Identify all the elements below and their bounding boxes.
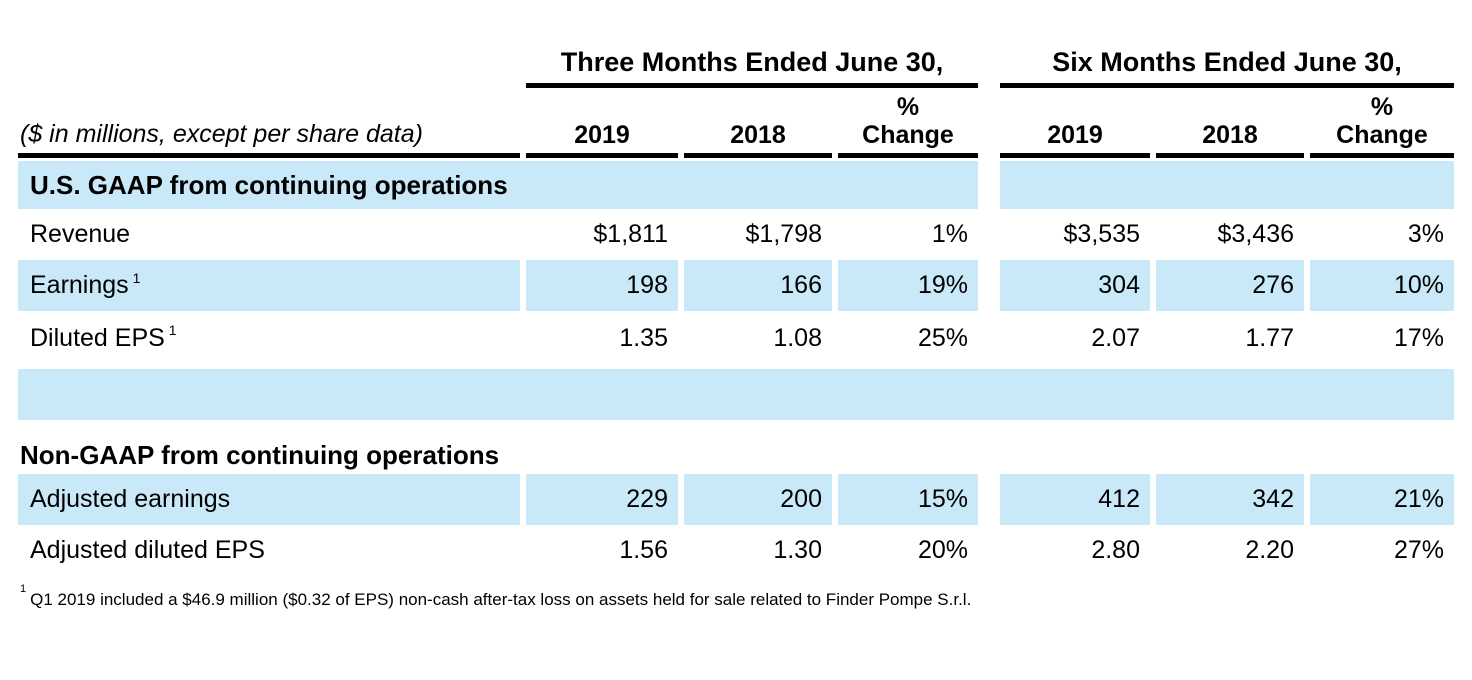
us-gaap-section-shade-right bbox=[1000, 161, 1454, 209]
value-3mo-2018: 1.30 bbox=[773, 536, 822, 564]
table-row-adjusted-diluted-eps: Adjusted diluted EPS 1.56 1.30 20% 2.80 … bbox=[18, 525, 1454, 576]
period-group-header-row: Three Months Ended June 30, Six Months E… bbox=[18, 46, 1454, 88]
value-6mo-pct: 3% bbox=[1407, 220, 1444, 248]
table-row-diluted-eps: Diluted EPS 1 1.35 1.08 25% 2.07 1.77 17% bbox=[18, 311, 1454, 365]
group-gap bbox=[984, 88, 994, 158]
row-label: Adjusted diluted EPS bbox=[30, 536, 265, 564]
table-row-adjusted-earnings: Adjusted earnings 229 200 15% 412 342 21… bbox=[18, 474, 1454, 525]
spacer-row bbox=[18, 369, 1454, 420]
value-6mo-2018: 276 bbox=[1156, 260, 1304, 311]
units-note: ($ in millions, except per share data) bbox=[18, 88, 520, 158]
value-6mo-2019: 412 bbox=[1000, 474, 1150, 525]
col-header-6mo-pct-change: % Change bbox=[1310, 88, 1454, 158]
us-gaap-section-row: U.S. GAAP from continuing operations bbox=[18, 161, 1454, 209]
value-6mo-pct: 17% bbox=[1393, 323, 1444, 352]
value-3mo-2019: 1.35 bbox=[619, 323, 668, 352]
group-gap bbox=[984, 311, 994, 365]
value-3mo-2018: 166 bbox=[684, 260, 832, 311]
col-header-3mo-2019: 2019 bbox=[526, 88, 678, 158]
pct-word: Change bbox=[862, 121, 954, 149]
table-row-revenue: Revenue $1,811 $1,798 1% $3,535 $3,436 3… bbox=[18, 209, 1454, 260]
value-6mo-2019: 2.80 bbox=[1091, 536, 1140, 564]
column-header-row: ($ in millions, except per share data) 2… bbox=[18, 88, 1454, 158]
value-3mo-pct: 19% bbox=[838, 260, 978, 311]
pct-word: Change bbox=[1336, 121, 1428, 149]
value-6mo-2018: 1.77 bbox=[1245, 323, 1294, 352]
financial-results-table: Three Months Ended June 30, Six Months E… bbox=[18, 46, 1454, 610]
value-6mo-pct: 10% bbox=[1310, 260, 1454, 311]
value-3mo-2018: 1.08 bbox=[773, 323, 822, 352]
row-label: Earnings 1 bbox=[18, 260, 520, 311]
value-6mo-2019: $3,535 bbox=[1063, 220, 1140, 248]
value-3mo-pct: 15% bbox=[838, 474, 978, 525]
pct-symbol: % bbox=[1370, 93, 1394, 121]
three-months-group-header: Three Months Ended June 30, bbox=[526, 46, 978, 88]
spacer-shade bbox=[18, 369, 1454, 420]
col-header-6mo-2019: 2019 bbox=[1000, 88, 1150, 158]
value-3mo-2018: 200 bbox=[684, 474, 832, 525]
group-gap bbox=[984, 525, 994, 576]
six-months-group-header: Six Months Ended June 30, bbox=[1000, 46, 1454, 88]
group-gap bbox=[984, 209, 994, 260]
row-label: Diluted EPS 1 bbox=[30, 322, 177, 352]
empty-label-head bbox=[18, 46, 520, 88]
non-gaap-section-row: Non-GAAP from continuing operations bbox=[18, 436, 1454, 474]
value-3mo-2019: 229 bbox=[526, 474, 678, 525]
group-gap bbox=[984, 161, 994, 209]
value-6mo-pct: 21% bbox=[1310, 474, 1454, 525]
row-label: Adjusted earnings bbox=[18, 474, 520, 525]
us-gaap-section-title: U.S. GAAP from continuing operations bbox=[18, 161, 978, 209]
value-3mo-pct: 20% bbox=[917, 536, 968, 564]
value-6mo-2019: 304 bbox=[1000, 260, 1150, 311]
value-3mo-2019: $1,811 bbox=[593, 220, 668, 248]
non-gaap-section-title: Non-GAAP from continuing operations bbox=[20, 439, 500, 470]
value-3mo-2018: $1,798 bbox=[745, 220, 822, 248]
row-label: Revenue bbox=[30, 220, 131, 248]
value-3mo-pct: 25% bbox=[917, 323, 968, 352]
value-6mo-2018: $3,436 bbox=[1217, 220, 1294, 248]
footnote: 1Q1 2019 included a $46.9 million ($0.32… bbox=[20, 584, 1454, 610]
group-gap bbox=[984, 46, 994, 88]
group-gap bbox=[984, 260, 994, 311]
pct-symbol: % bbox=[896, 93, 920, 121]
value-6mo-pct: 27% bbox=[1393, 536, 1444, 564]
col-header-3mo-pct-change: % Change bbox=[838, 88, 978, 158]
value-6mo-2019: 2.07 bbox=[1091, 323, 1140, 352]
col-header-6mo-2018: 2018 bbox=[1156, 88, 1304, 158]
value-6mo-2018: 2.20 bbox=[1245, 536, 1294, 564]
value-3mo-pct: 1% bbox=[931, 220, 968, 248]
group-gap bbox=[984, 474, 994, 525]
footnote-marker: 1 bbox=[20, 583, 27, 596]
table-row-earnings: Earnings 1 198 166 19% 304 276 10% bbox=[18, 260, 1454, 311]
value-3mo-2019: 1.56 bbox=[619, 536, 668, 564]
value-3mo-2019: 198 bbox=[526, 260, 678, 311]
value-6mo-2018: 342 bbox=[1156, 474, 1304, 525]
footnote-text: Q1 2019 included a $46.9 million ($0.32 … bbox=[30, 590, 972, 609]
col-header-3mo-2018: 2018 bbox=[684, 88, 832, 158]
